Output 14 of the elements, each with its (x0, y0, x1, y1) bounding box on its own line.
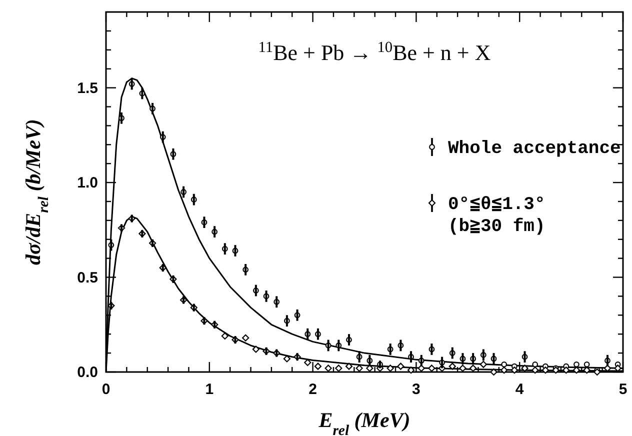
x-tick-label: 4 (515, 381, 524, 398)
x-tick-label: 1 (205, 381, 214, 398)
x-tick-label: 2 (308, 381, 317, 398)
y-tick-label: 0.0 (77, 364, 98, 381)
legend-label: Whole acceptance (448, 139, 621, 159)
x-tick-label: 3 (412, 381, 420, 398)
x-axis-title: E$_{rel}$ (MeV) (318, 408, 410, 436)
x-tick-label: 5 (618, 381, 628, 398)
y-tick-label: 1.5 (77, 80, 98, 97)
y-tick-label: 0.5 (77, 269, 98, 286)
legend-label: 0°≦θ≦1.3° (b≧30 fm) (448, 195, 546, 237)
text: $^{11}$Be + Pb → $^{10}$Be + n + X (258, 38, 491, 65)
y-tick-label: 1.0 (77, 174, 98, 192)
x-tick-label: 0 (102, 381, 110, 398)
